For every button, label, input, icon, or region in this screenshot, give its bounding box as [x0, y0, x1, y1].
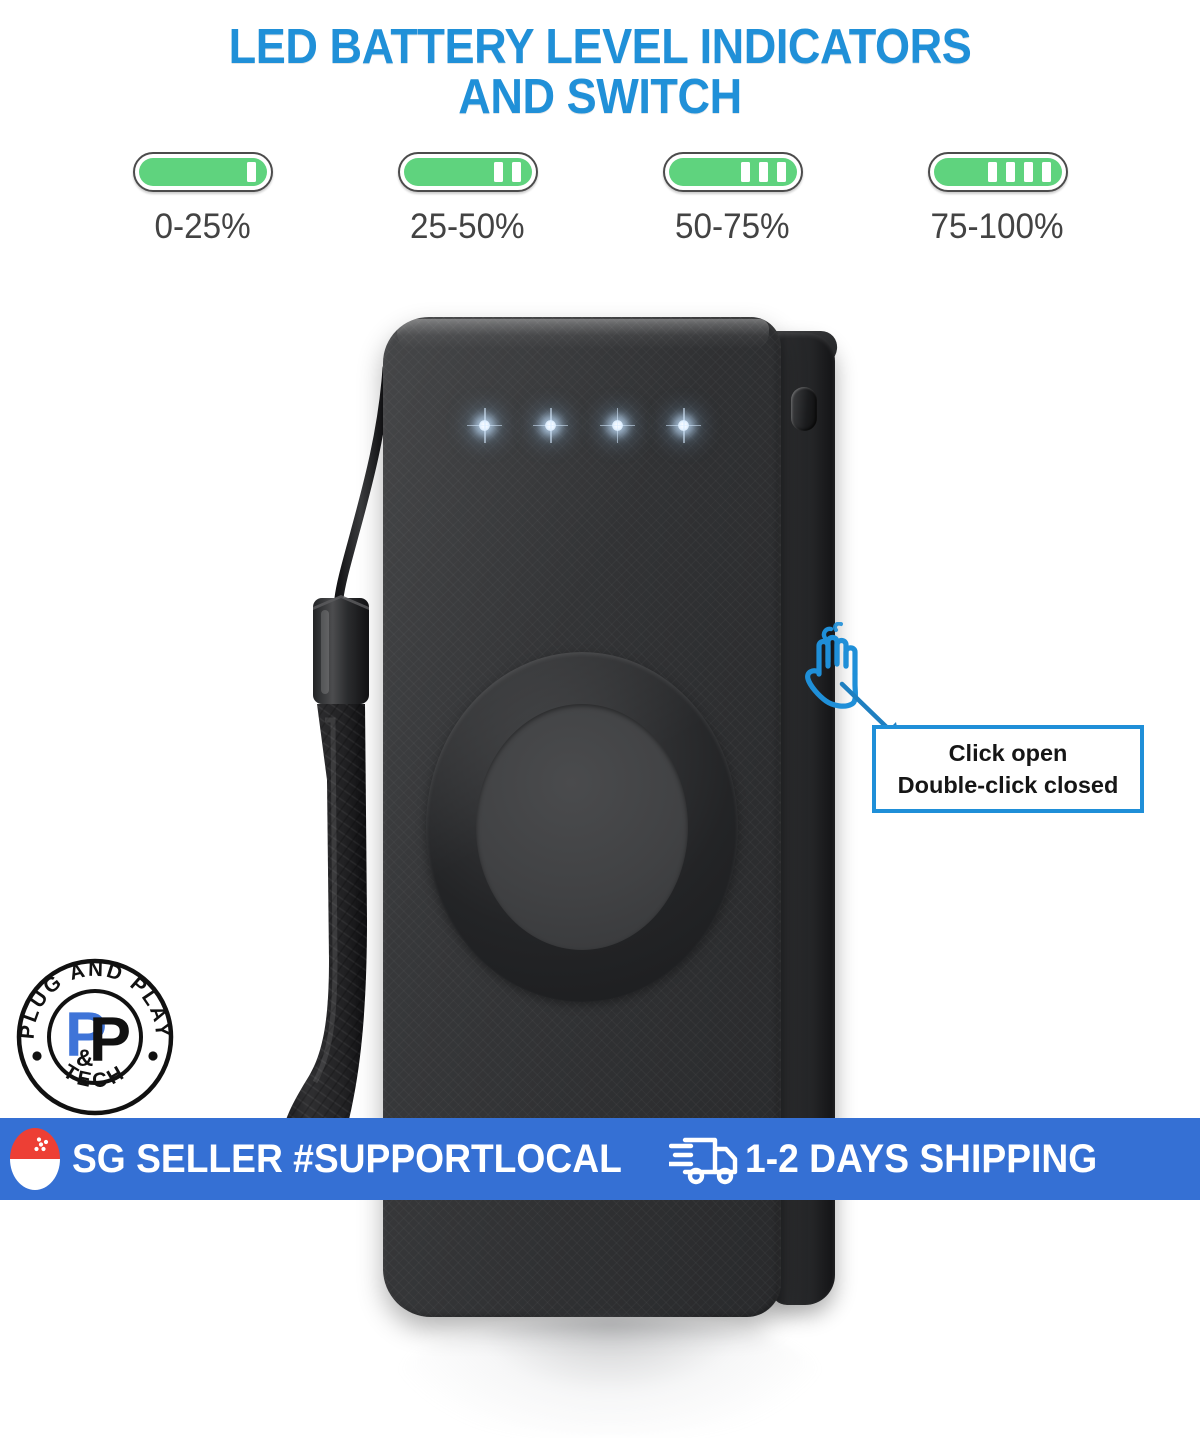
- battery-segment: [246, 162, 256, 182]
- battery-segment: [740, 162, 750, 182]
- singapore-flag-icon: [10, 1128, 60, 1190]
- battery-segment: [776, 162, 786, 182]
- logo-monogram-left: P: [65, 1000, 107, 1070]
- callout-line-2: Double-click closed: [897, 772, 1119, 798]
- battery-indicator-0-25: 0-25%: [70, 152, 335, 247]
- battery-label: 0-25%: [154, 207, 251, 246]
- product-image: Click open Double-click closed: [0, 270, 1200, 1438]
- led-indicator: [665, 407, 701, 443]
- battery-indicator-50-75: 50-75%: [600, 152, 865, 247]
- battery-segment: [1005, 162, 1015, 182]
- battery-pill: [397, 152, 538, 192]
- led-indicator: [467, 407, 502, 443]
- battery-pill: [132, 152, 273, 192]
- battery-pill: [927, 152, 1068, 192]
- battery-segment: [493, 162, 503, 182]
- battery-fill: [933, 158, 1062, 186]
- wireless-charging-pad: [426, 652, 738, 1002]
- brand-logo: PLUG AND PLAY TECH P P &: [16, 958, 174, 1116]
- delivery-truck-icon: [669, 1137, 738, 1185]
- led-indicator-row: [467, 407, 701, 443]
- promo-banner: SG SELLER #SUPPORTLOCAL 1-2 DAYS SHIPPIN…: [0, 1118, 1200, 1200]
- battery-label: 25-50%: [410, 207, 525, 246]
- battery-fill: [138, 158, 267, 186]
- battery-indicator-75-100: 75-100%: [865, 152, 1130, 247]
- wireless-charging-pad-center: [476, 704, 688, 950]
- battery-segment: [1023, 162, 1033, 182]
- logo-ampersand: &: [76, 1045, 93, 1072]
- battery-segment: [987, 162, 997, 182]
- led-indicator: [533, 407, 569, 443]
- battery-fill: [668, 158, 797, 186]
- battery-fill: [403, 158, 532, 186]
- logo-monogram-right: P: [89, 1005, 131, 1075]
- device-reflection: [400, 1318, 820, 1438]
- battery-indicator-row: 0-25% 25-50% 50-75%: [0, 152, 1200, 267]
- led-indicator: [599, 407, 635, 443]
- battery-indicator-25-50: 25-50%: [335, 152, 600, 247]
- battery-segment: [1041, 162, 1051, 182]
- banner-text-shipping: 1-2 DAYS SHIPPING: [745, 1136, 1098, 1181]
- battery-segment: [511, 162, 521, 182]
- callout-box: Click open Double-click closed: [872, 725, 1144, 813]
- page-title-line-2: AND SWITCH: [458, 70, 742, 124]
- page-title-line-1: LED BATTERY LEVEL INDICATORS: [228, 20, 972, 74]
- power-button[interactable]: [791, 387, 817, 431]
- callout-line-1: Click open: [948, 740, 1068, 766]
- battery-pill: [662, 152, 803, 192]
- battery-label: 50-75%: [675, 207, 790, 246]
- battery-segment: [758, 162, 768, 182]
- lanyard-strap-icon: [280, 363, 392, 1183]
- battery-label: 75-100%: [930, 207, 1065, 246]
- banner-text-seller: SG SELLER #SUPPORTLOCAL: [72, 1136, 622, 1181]
- page-title: LED BATTERY LEVEL INDICATORS AND SWITCH: [48, 22, 1152, 122]
